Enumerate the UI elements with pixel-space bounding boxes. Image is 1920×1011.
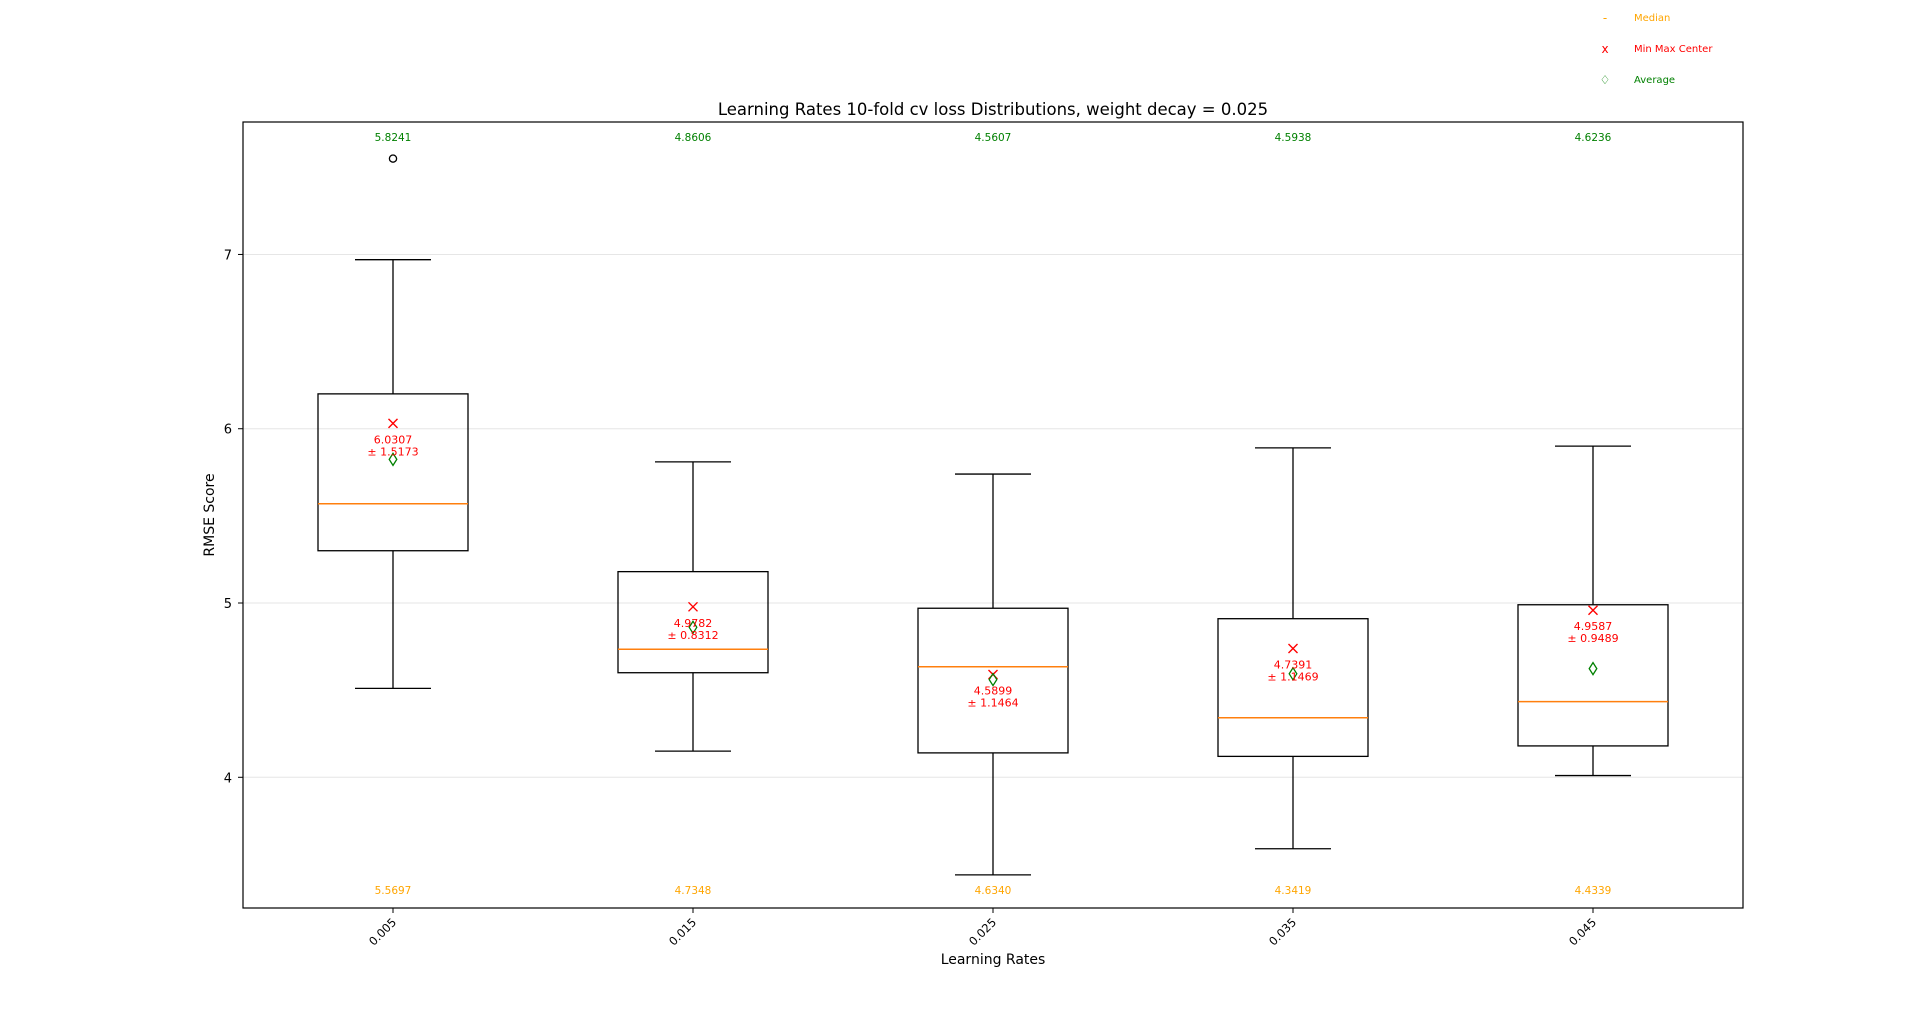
median-value-label: 4.7348: [675, 885, 712, 897]
average-marker: [1288, 666, 1298, 682]
y-axis-label: RMSE Score: [202, 473, 218, 556]
x-tick-label: 0.035: [1266, 915, 1299, 948]
average-value-label: 4.8606: [675, 132, 712, 144]
center-marker: [1288, 643, 1298, 654]
center-marker: [688, 601, 698, 612]
box-group: [917, 473, 1069, 876]
y-tick-label: 6: [224, 423, 232, 438]
x-tick-label: 0.045: [1566, 915, 1599, 948]
box-group: [317, 154, 469, 690]
x-tick-label: 0.005: [366, 915, 399, 948]
iqr-box: [617, 570, 769, 674]
median-value-label: 4.3419: [1275, 885, 1312, 897]
legend-label-median: Median: [1634, 13, 1671, 24]
average-value-label: 5.8241: [375, 132, 412, 144]
outlier-point: [388, 154, 398, 163]
median-value-label: 5.5697: [375, 885, 412, 897]
x-axis-label: Learning Rates: [941, 952, 1046, 968]
x-tick-label: 0.015: [666, 915, 699, 948]
center-value-label: 4.9782: [674, 617, 713, 630]
average-marker: [988, 672, 998, 687]
range-value-label: ± 0.8312: [667, 629, 718, 642]
box-group: [1217, 447, 1369, 850]
iqr-box: [317, 393, 469, 552]
annotation-layer: 6.0307± 1.5173 5.8241 5.5697 4.9782± 0.8312…: [367, 132, 1618, 897]
legend-label-min-max-center: Min Max Center: [1634, 44, 1713, 55]
diamond-legend-icon: ♢: [1599, 73, 1611, 87]
legend-label-average: Average: [1634, 75, 1676, 86]
average-marker: [388, 452, 398, 467]
average-value-label: 4.5607: [975, 132, 1012, 144]
average-value-label: 4.6236: [1575, 132, 1612, 144]
average-value-label: 4.5938: [1275, 132, 1312, 144]
iqr-box: [917, 607, 1069, 754]
box-group: [617, 461, 769, 752]
median-value-label: 4.4339: [1575, 885, 1612, 897]
box-group: [1517, 445, 1669, 777]
ticks-layer: 4 5 6 7 0.005 0.015 0.025 0.035 0.045: [224, 248, 1599, 948]
center-marker: [1588, 605, 1598, 616]
average-marker: [688, 620, 698, 635]
cross-legend-icon: x: [1601, 42, 1609, 56]
range-value-label: ± 0.9489: [1567, 632, 1618, 645]
x-tick-label: 0.025: [966, 915, 999, 948]
range-value-label: ± 1.1469: [1267, 670, 1318, 683]
y-tick-label: 4: [224, 771, 232, 786]
iqr-box: [1517, 604, 1669, 747]
center-value-label: 4.7391: [1274, 658, 1313, 671]
center-value-label: 4.5899: [974, 684, 1013, 697]
center-marker: [388, 418, 398, 429]
y-tick-label: 7: [224, 248, 232, 263]
center-value-label: 4.9587: [1574, 620, 1613, 633]
iqr-box: [1217, 618, 1369, 758]
boxes-layer: [317, 154, 1669, 876]
center-value-label: 6.0307: [374, 433, 413, 446]
median-legend-icon: -: [1602, 11, 1608, 25]
y-tick-label: 5: [224, 597, 232, 612]
chart-title: Learning Rates 10-fold cv loss Distribut…: [718, 100, 1268, 119]
average-marker: [1588, 661, 1598, 676]
range-value-label: ± 1.1464: [967, 696, 1018, 709]
range-value-label: ± 1.5173: [367, 445, 418, 458]
median-value-label: 4.6340: [975, 885, 1012, 897]
